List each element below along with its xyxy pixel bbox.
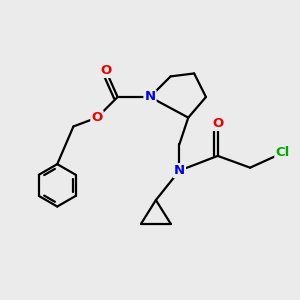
Text: Cl: Cl	[275, 146, 290, 159]
Text: N: N	[144, 91, 156, 103]
Text: O: O	[212, 117, 223, 130]
Text: O: O	[92, 111, 103, 124]
Text: N: N	[174, 164, 185, 177]
Text: O: O	[100, 64, 112, 77]
